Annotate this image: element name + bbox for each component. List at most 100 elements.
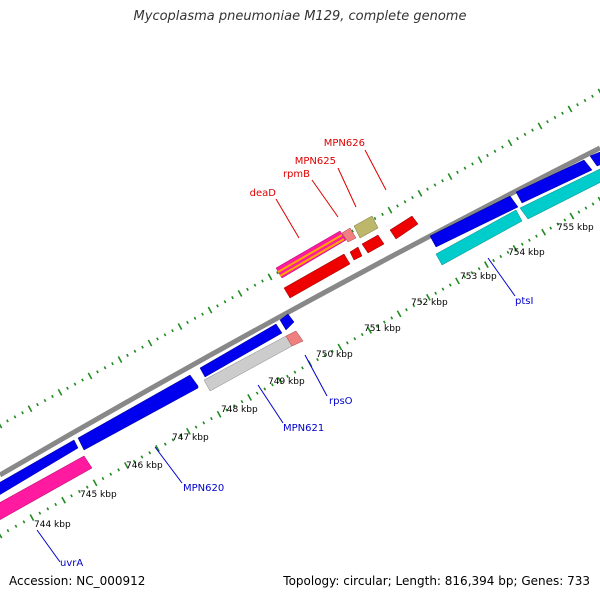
gene-arrow[interactable] [341, 227, 357, 243]
tick-mark [375, 324, 379, 328]
gene-arrow[interactable] [285, 330, 304, 347]
tick-mark [255, 391, 259, 395]
accession-label: Accession: NC_000912 [9, 574, 146, 588]
tick-mark [447, 173, 453, 181]
tick-mark [232, 404, 236, 408]
tick-mark [109, 472, 113, 476]
gene-label[interactable]: uvrA [60, 558, 83, 569]
tick-label: 755 kbp [557, 223, 594, 233]
tick-label: 746 kbp [126, 461, 163, 471]
tick-mark [286, 374, 289, 378]
tick-mark [546, 120, 549, 124]
tick-mark [276, 271, 279, 275]
gene-label[interactable]: MPN625 [295, 156, 336, 167]
forward-strand-row2 [0, 168, 600, 524]
tick-mark [261, 279, 264, 283]
gene-label[interactable]: rpmB [283, 169, 310, 180]
gene-arrow[interactable] [349, 246, 363, 261]
gene-arrow[interactable] [77, 374, 199, 451]
gene-label[interactable]: deaD [250, 188, 277, 199]
tick-mark [463, 275, 467, 279]
gene-label[interactable]: MPN626 [324, 138, 365, 149]
gene-arrow[interactable] [519, 168, 600, 220]
tick-label: 748 kbp [221, 405, 258, 415]
tick-mark [210, 416, 213, 421]
forward-strand-genes [0, 150, 600, 500]
tick-mark [337, 343, 343, 351]
tick-mark [597, 196, 600, 202]
tick-mark [455, 277, 460, 285]
tick-mark [193, 316, 197, 320]
tick-mark [201, 312, 204, 316]
tick-mark [126, 353, 129, 358]
gene-arrow[interactable] [589, 150, 600, 167]
gene-leader-line [154, 446, 183, 484]
gene-arrow[interactable] [0, 455, 93, 524]
tick-mark [456, 170, 459, 174]
tick-mark [390, 316, 394, 320]
tick-mark [563, 218, 567, 222]
tick-label: 751 kbp [364, 324, 401, 334]
tick-mark [103, 366, 107, 370]
tick-mark [483, 261, 489, 269]
tick-mark [0, 423, 3, 429]
gene-label[interactable]: MPN621 [283, 423, 324, 434]
gene-leader-line [337, 167, 357, 208]
topology-label: Topology: circular; Length: 816,394 bp; … [283, 574, 590, 588]
tick-mark [43, 398, 47, 403]
gene-arrow[interactable] [353, 215, 379, 239]
tick-mark [73, 382, 77, 386]
tick-mark [535, 234, 538, 238]
gene-label[interactable]: rpsO [329, 396, 353, 407]
tick-mark [425, 293, 431, 301]
tick-mark [163, 442, 167, 446]
tick-mark [411, 195, 414, 200]
gene-arrow[interactable] [515, 159, 593, 204]
tick-mark [597, 88, 600, 94]
tick-mark [14, 524, 18, 528]
tick-mark [29, 514, 35, 521]
gene-leader-line [304, 354, 328, 397]
tick-mark [61, 496, 66, 504]
gene-arrow[interactable] [283, 253, 351, 299]
tick-mark [117, 468, 120, 472]
tick-mark [253, 283, 257, 287]
gene-arrow[interactable] [435, 209, 523, 266]
gene-label[interactable]: MPN620 [183, 483, 224, 494]
tick-mark [246, 287, 249, 291]
tick-mark [419, 299, 423, 304]
gene-label[interactable]: ptsI [515, 296, 533, 307]
tick-mark [87, 372, 93, 380]
tick-mark [81, 378, 84, 382]
tick-mark [240, 400, 244, 404]
tick-mark [507, 139, 513, 147]
tick-mark [477, 267, 481, 271]
tick-mark [531, 128, 534, 132]
tick-mark [155, 444, 160, 452]
tick-label: 754 kbp [508, 248, 545, 258]
tick-mark [27, 405, 33, 413]
tick-mark [477, 156, 483, 164]
tick-mark [434, 291, 438, 295]
gene-arrow[interactable] [279, 313, 295, 331]
gene-arrow[interactable] [389, 215, 419, 240]
gene-arrow[interactable] [429, 195, 519, 248]
tick-mark [576, 103, 579, 107]
tick-mark [381, 212, 384, 216]
tick-mark [301, 366, 304, 370]
tick-mark [396, 204, 399, 208]
tick-mark [405, 308, 408, 312]
tick-mark [382, 320, 386, 324]
tick-mark [156, 337, 159, 341]
tick-mark [186, 320, 189, 325]
tick-mark [584, 206, 588, 210]
gene-arrow[interactable] [199, 323, 283, 378]
gene-arrow[interactable] [0, 439, 79, 500]
tick-mark [237, 290, 243, 297]
tick-mark [6, 529, 10, 533]
tick-mark [441, 287, 445, 291]
tick-mark [471, 162, 474, 166]
gene-arrow[interactable] [361, 234, 385, 254]
tick-label: 749 kbp [268, 377, 305, 387]
tick-mark [331, 349, 334, 353]
